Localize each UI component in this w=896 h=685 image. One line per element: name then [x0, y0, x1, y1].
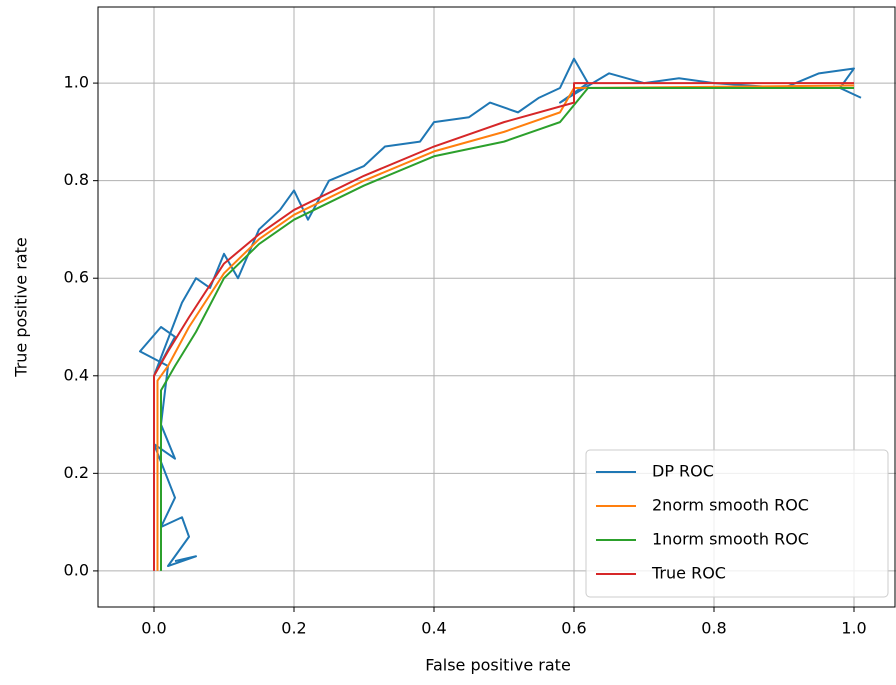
x-tick-label: 0.8	[701, 619, 726, 638]
y-tick-label: 0.6	[64, 268, 89, 287]
legend-label: DP ROC	[652, 462, 714, 481]
y-axis-label: True positive rate	[12, 237, 31, 377]
y-tick-label: 0.0	[64, 560, 89, 579]
series-line	[139, 57, 862, 568]
x-axis-label: False positive rate	[425, 656, 571, 675]
plot-frame	[97, 6, 896, 608]
legend-label: 2norm smooth ROC	[652, 496, 809, 515]
x-tick-label: 0.4	[421, 619, 446, 638]
series-line	[153, 82, 854, 571]
y-tick-label: 0.4	[64, 365, 89, 384]
x-tick-label: 0.0	[141, 619, 166, 638]
x-tick-label: 0.2	[281, 619, 306, 638]
y-tick-label: 0.2	[64, 463, 89, 482]
y-tick-label: 1.0	[64, 73, 89, 92]
x-tick-label: 0.6	[561, 619, 586, 638]
y-tick-label: 0.8	[64, 170, 89, 189]
legend-label: 1norm smooth ROC	[652, 530, 809, 549]
x-tick-label: 1.0	[841, 619, 866, 638]
series-line	[160, 86, 854, 571]
legend-box	[585, 449, 889, 598]
series-line	[156, 84, 855, 571]
legend-label: True ROC	[651, 564, 726, 583]
